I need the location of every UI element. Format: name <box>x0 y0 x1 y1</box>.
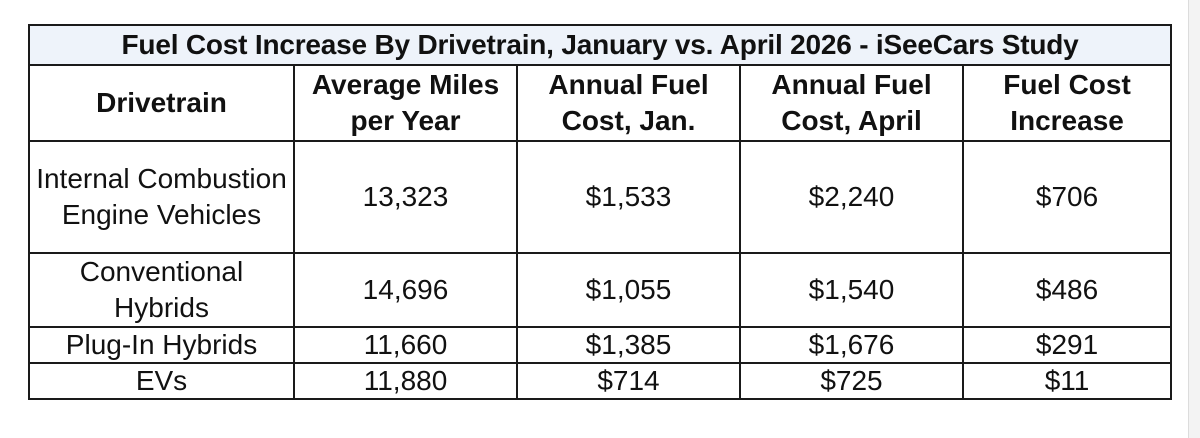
increase-cell: $486 <box>961 252 1173 328</box>
april-cost-cell: $1,676 <box>739 326 964 364</box>
header-fuel-cost-april: Annual Fuel Cost, April <box>739 64 964 142</box>
jan-cost-cell: $714 <box>516 362 741 400</box>
table-row: EVs 11,880 $714 $725 $11 <box>28 362 1173 400</box>
april-cost-cell: $725 <box>739 362 964 400</box>
miles-cell: 14,696 <box>293 252 518 328</box>
header-drivetrain: Drivetrain <box>28 64 295 142</box>
increase-cell: $706 <box>961 140 1173 254</box>
miles-cell: 13,323 <box>293 140 518 254</box>
april-cost-cell: $1,540 <box>739 252 964 328</box>
drivetrain-cell: Internal Combustion Engine Vehicles <box>28 140 295 254</box>
drivetrain-cell: Plug-In Hybrids <box>28 326 295 364</box>
jan-cost-cell: $1,533 <box>516 140 741 254</box>
jan-cost-cell: $1,385 <box>516 326 741 364</box>
increase-cell: $11 <box>961 362 1173 400</box>
drivetrain-cell: Conventional Hybrids <box>28 252 295 328</box>
header-fuel-cost-jan: Annual Fuel Cost, Jan. <box>516 64 741 142</box>
header-fuel-cost-increase: Fuel Cost Increase <box>961 64 1173 142</box>
miles-cell: 11,880 <box>293 362 518 400</box>
april-cost-cell: $2,240 <box>739 140 964 254</box>
table-row: Conventional Hybrids 14,696 $1,055 $1,54… <box>28 252 1173 328</box>
miles-cell: 11,660 <box>293 326 518 364</box>
jan-cost-cell: $1,055 <box>516 252 741 328</box>
table-row: Plug-In Hybrids 11,660 $1,385 $1,676 $29… <box>28 326 1173 364</box>
increase-cell: $291 <box>961 326 1173 364</box>
header-row: Drivetrain Average Miles per Year Annual… <box>28 64 1173 142</box>
table-row: Internal Combustion Engine Vehicles 13,3… <box>28 140 1173 254</box>
fuel-cost-table: Fuel Cost Increase By Drivetrain, Januar… <box>27 24 1173 400</box>
header-average-miles: Average Miles per Year <box>293 64 518 142</box>
table-title: Fuel Cost Increase By Drivetrain, Januar… <box>27 24 1173 66</box>
drivetrain-cell: EVs <box>28 362 295 400</box>
